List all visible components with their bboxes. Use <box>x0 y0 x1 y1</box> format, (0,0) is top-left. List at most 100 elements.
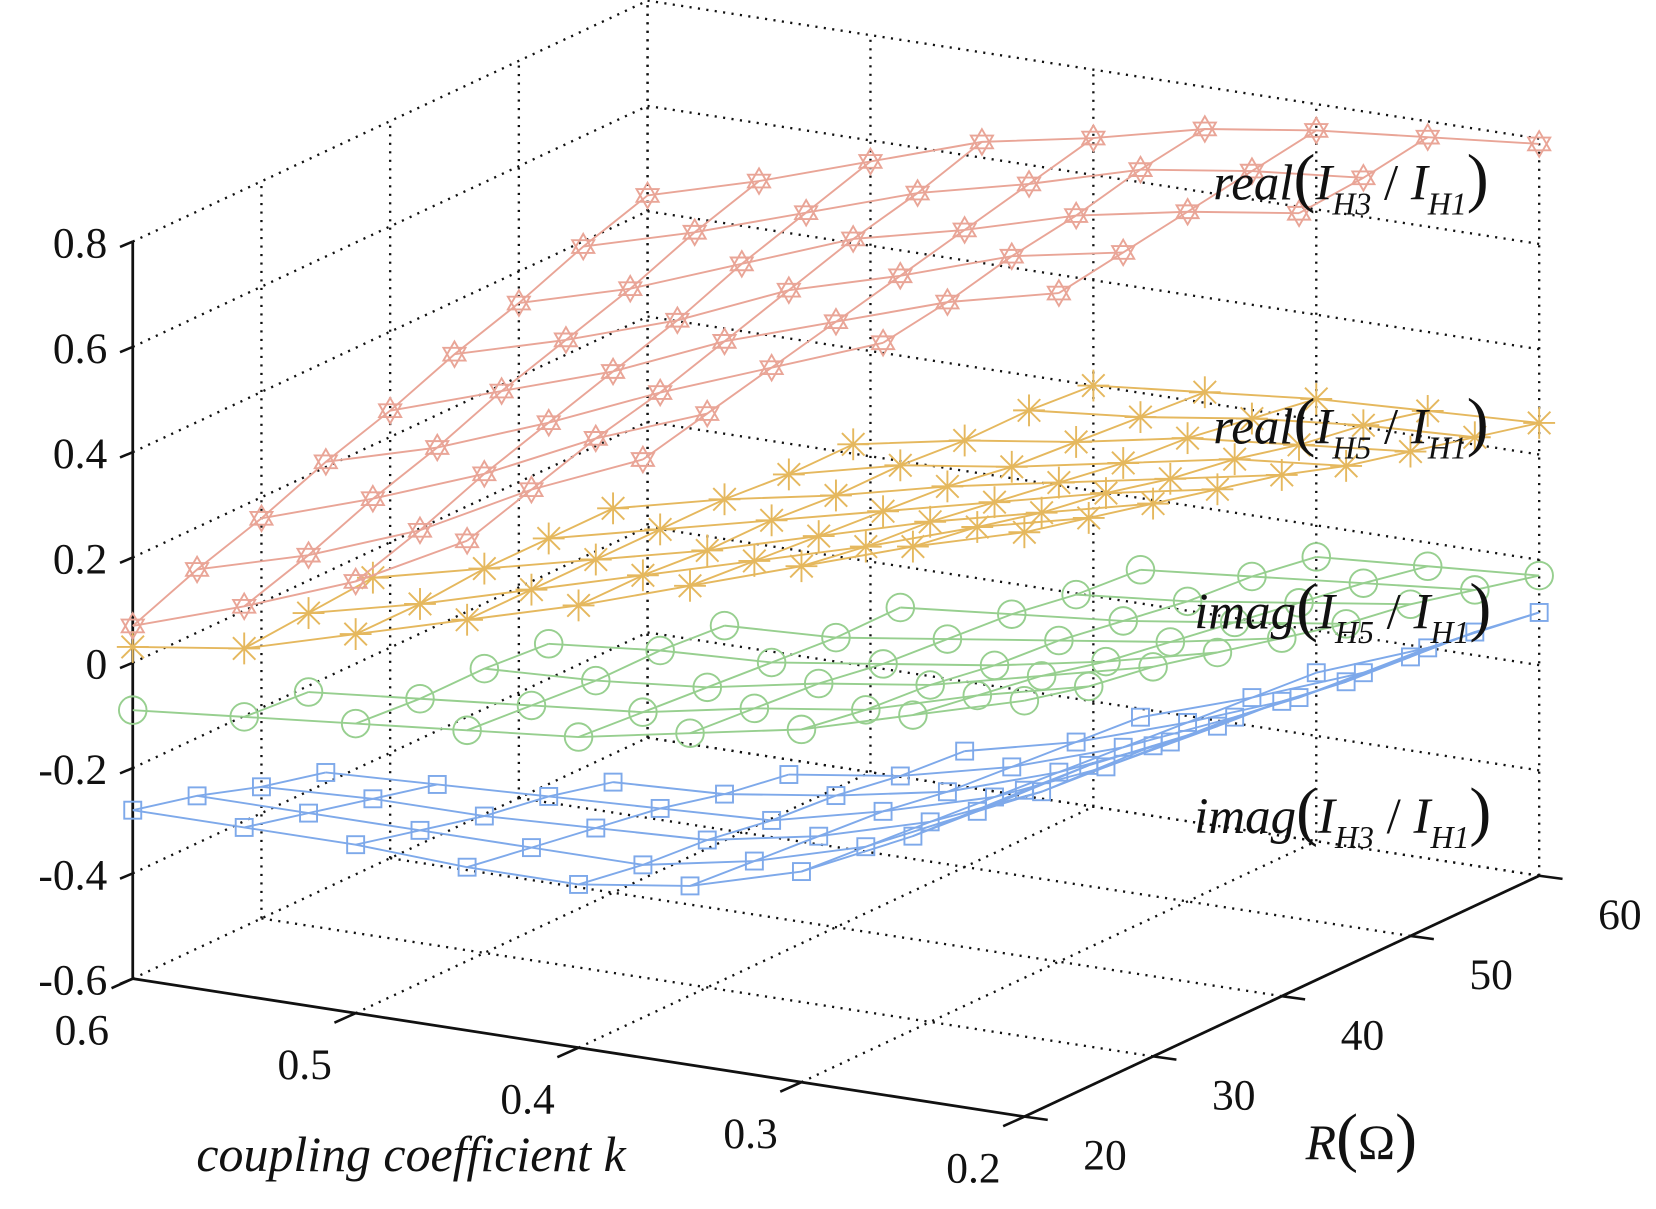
hexagram-marker <box>1110 237 1136 268</box>
circle-marker <box>1267 623 1297 653</box>
circle-marker <box>117 695 148 725</box>
r-axis-paren-open: ( <box>1336 1101 1358 1174</box>
asterisk-marker <box>914 505 947 538</box>
asterisk-marker <box>978 486 1011 519</box>
label-separator: / <box>1374 789 1414 845</box>
r-axis-var: R <box>1305 1115 1336 1170</box>
mesh-line-k <box>132 539 468 627</box>
hexagram-marker <box>424 432 450 463</box>
hexagram-marker <box>664 305 691 335</box>
square-marker <box>1096 757 1116 777</box>
hexagram-marker <box>342 566 369 597</box>
hexagram-marker <box>1526 129 1552 159</box>
label-function: imag <box>1194 584 1296 640</box>
square-marker <box>539 787 559 806</box>
asterisk-marker <box>579 543 612 576</box>
asterisk-marker <box>785 550 818 583</box>
square-marker <box>363 789 383 809</box>
square-marker <box>123 800 143 820</box>
asterisk-marker <box>772 458 805 491</box>
label-function: real <box>1213 156 1293 212</box>
circle-marker <box>1125 555 1156 585</box>
square-marker <box>715 784 734 804</box>
asterisk-marker <box>1347 409 1380 442</box>
label-paren-open: ( <box>1293 142 1315 215</box>
mesh-line-r <box>132 771 327 812</box>
hexagram-marker <box>934 287 961 317</box>
asterisk-marker <box>468 552 501 585</box>
circle-marker <box>932 624 963 654</box>
asterisk-marker <box>1107 447 1140 479</box>
circle-marker <box>1331 609 1361 639</box>
hexagram-marker <box>634 180 661 211</box>
hexagram-marker <box>823 307 849 337</box>
asterisk-marker <box>644 513 677 546</box>
square-marker <box>569 875 589 894</box>
label-paren-close: ) <box>1467 142 1489 215</box>
surface-square <box>123 603 1549 896</box>
r-tick-label: 20 <box>1083 1132 1127 1180</box>
asterisk-marker <box>562 589 595 622</box>
z-tick <box>119 872 134 880</box>
square-marker <box>457 857 477 877</box>
square-marker <box>346 835 366 855</box>
z-tick <box>119 661 134 670</box>
circle-marker <box>979 650 1010 681</box>
square-marker <box>762 810 782 830</box>
label-denominator: I <box>1412 584 1432 640</box>
mesh-line-k <box>1140 568 1475 591</box>
mesh-line-r <box>1024 574 1540 702</box>
circle-marker <box>851 695 881 725</box>
mesh-line-r <box>243 691 309 718</box>
z-tick <box>119 345 134 354</box>
asterisk-marker <box>1137 487 1169 520</box>
square-marker <box>1418 638 1438 658</box>
k-tick-label: 0.5 <box>278 1041 332 1089</box>
square-marker <box>826 786 846 806</box>
k-axis-title: coupling coefficient k <box>196 1127 626 1182</box>
square-marker <box>1160 732 1180 752</box>
mesh-line-r <box>243 180 760 608</box>
asterisk-marker <box>451 603 484 636</box>
asterisk-marker <box>515 573 548 606</box>
asterisk-marker <box>961 511 994 543</box>
circle-marker <box>293 677 324 707</box>
mesh-line-r <box>132 194 649 627</box>
series-label-square: imag(IH3 / IH1) <box>1194 775 1491 855</box>
circle-marker <box>1219 607 1250 638</box>
hexagram-marker <box>407 515 433 545</box>
square-marker <box>680 876 700 896</box>
circle-marker <box>868 649 898 679</box>
square-marker <box>1066 732 1086 752</box>
label-numerator: I <box>1317 789 1337 845</box>
square-marker <box>1113 737 1133 757</box>
circle-marker <box>1301 542 1332 572</box>
square-marker <box>890 766 910 786</box>
circle-marker <box>915 670 945 700</box>
square-marker <box>1002 757 1022 777</box>
r-tick-label: 50 <box>1469 951 1513 999</box>
r-tick-label: 40 <box>1341 1011 1385 1059</box>
asterisk-marker <box>867 495 899 528</box>
circle-marker <box>645 635 675 666</box>
mesh-line-k <box>853 437 1411 453</box>
asterisk-marker <box>116 631 149 663</box>
circle-marker <box>1009 685 1040 716</box>
gridline-z-left-wall <box>132 420 649 664</box>
mesh-line-r <box>801 671 1317 873</box>
hexagram-marker <box>506 288 532 318</box>
circle-marker <box>1524 560 1554 591</box>
label-paren-close: ) <box>1467 386 1489 459</box>
asterisk-marker <box>802 520 835 553</box>
hexagram-marker <box>1239 156 1265 186</box>
hexagram-marker <box>1415 122 1441 152</box>
k-tick <box>110 977 134 990</box>
z-tick-label: -0.6 <box>38 957 107 1005</box>
r-tick-label: 30 <box>1212 1071 1256 1119</box>
surface-asterisk <box>116 369 1556 665</box>
hexagram-marker <box>870 328 896 358</box>
asterisk-marker <box>1201 473 1234 506</box>
circle-marker <box>405 683 435 714</box>
circle-marker <box>898 700 928 730</box>
square-marker <box>792 862 811 882</box>
